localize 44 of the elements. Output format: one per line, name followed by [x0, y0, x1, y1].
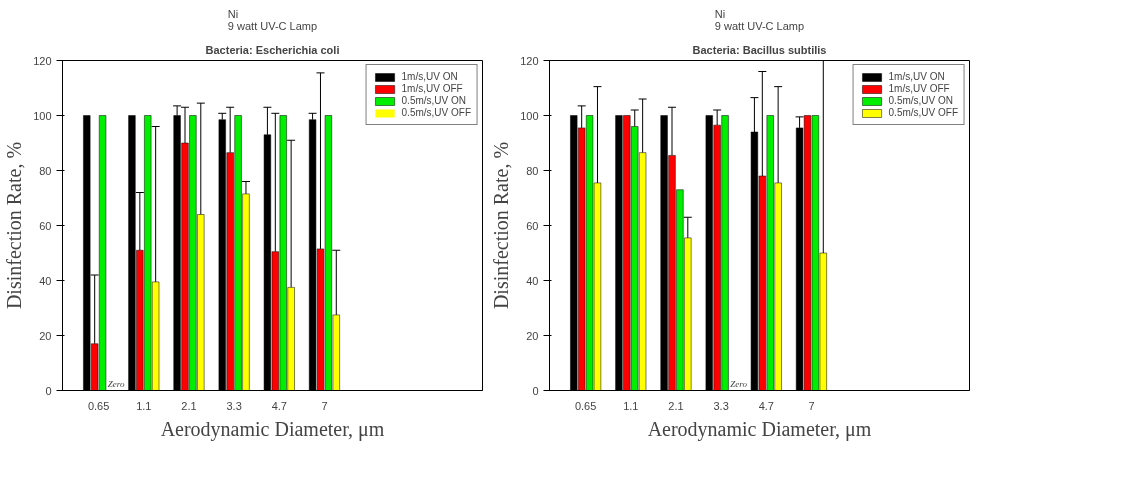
y-tick-label: 80: [39, 164, 52, 177]
legend-label: 1m/s,UV OFF: [888, 83, 950, 94]
annotation: Zero: [730, 378, 748, 389]
y-tick-label: 20: [526, 329, 539, 342]
y-tick-label: 0: [45, 384, 52, 397]
x-tick-label: 7: [321, 399, 328, 412]
x-tick-label: 0.65: [87, 399, 110, 412]
y-tick-label: 20: [39, 329, 52, 342]
x-tick-label: 1.1: [623, 399, 639, 412]
y-tick-label: 120: [520, 54, 539, 67]
x-tick-label: 3.3: [226, 399, 242, 412]
legend-label: 0.5m/s,UV OFF: [888, 107, 958, 118]
x-tick-label: 3.3: [713, 399, 729, 412]
chart-subtitle: Bacteria: Escherichia coli: [205, 43, 340, 56]
chart-subtitle: Bacteria: Bacillus subtilis: [692, 43, 827, 56]
x-tick-label: 2.1: [668, 399, 684, 412]
x-tick-label: 7: [808, 399, 815, 412]
legend-label: 1m/s,UV OFF: [401, 83, 463, 94]
y-tick-label: 120: [33, 54, 52, 67]
x-tick-label: 0.65: [574, 399, 597, 412]
y-tick-label: 60: [526, 219, 539, 232]
legend-label: 0.5m/s,UV OFF: [401, 107, 471, 118]
y-axis-title: Disinfection Rate, %: [3, 141, 26, 310]
y-tick-label: 60: [39, 219, 52, 232]
chart-title: Ni 9 watt UV-C Lamp: [227, 7, 318, 32]
x-axis-title: Aerodynamic Diameter, μm: [160, 417, 385, 441]
legend-label: 1m/s,UV ON: [401, 71, 458, 82]
x-tick-label: 4.7: [758, 399, 774, 412]
annotation: Zero: [107, 378, 125, 389]
y-tick-label: 100: [33, 109, 52, 122]
x-axis-title: Aerodynamic Diameter, μm: [647, 417, 872, 441]
legend-label: 0.5m/s,UV ON: [401, 95, 467, 106]
x-tick-label: 4.7: [271, 399, 287, 412]
y-tick-label: 40: [39, 274, 52, 287]
y-axis-title: Disinfection Rate, %: [490, 141, 513, 310]
y-tick-label: 0: [532, 384, 539, 397]
x-tick-label: 1.1: [136, 399, 152, 412]
legend-label: 0.5m/s,UV ON: [888, 95, 954, 106]
y-tick-label: 80: [526, 164, 539, 177]
legend-label: 1m/s,UV ON: [888, 71, 945, 82]
x-tick-label: 2.1: [181, 399, 197, 412]
y-tick-label: 40: [526, 274, 539, 287]
y-tick-label: 100: [520, 109, 539, 122]
chart-title: Ni 9 watt UV-C Lamp: [714, 7, 805, 32]
